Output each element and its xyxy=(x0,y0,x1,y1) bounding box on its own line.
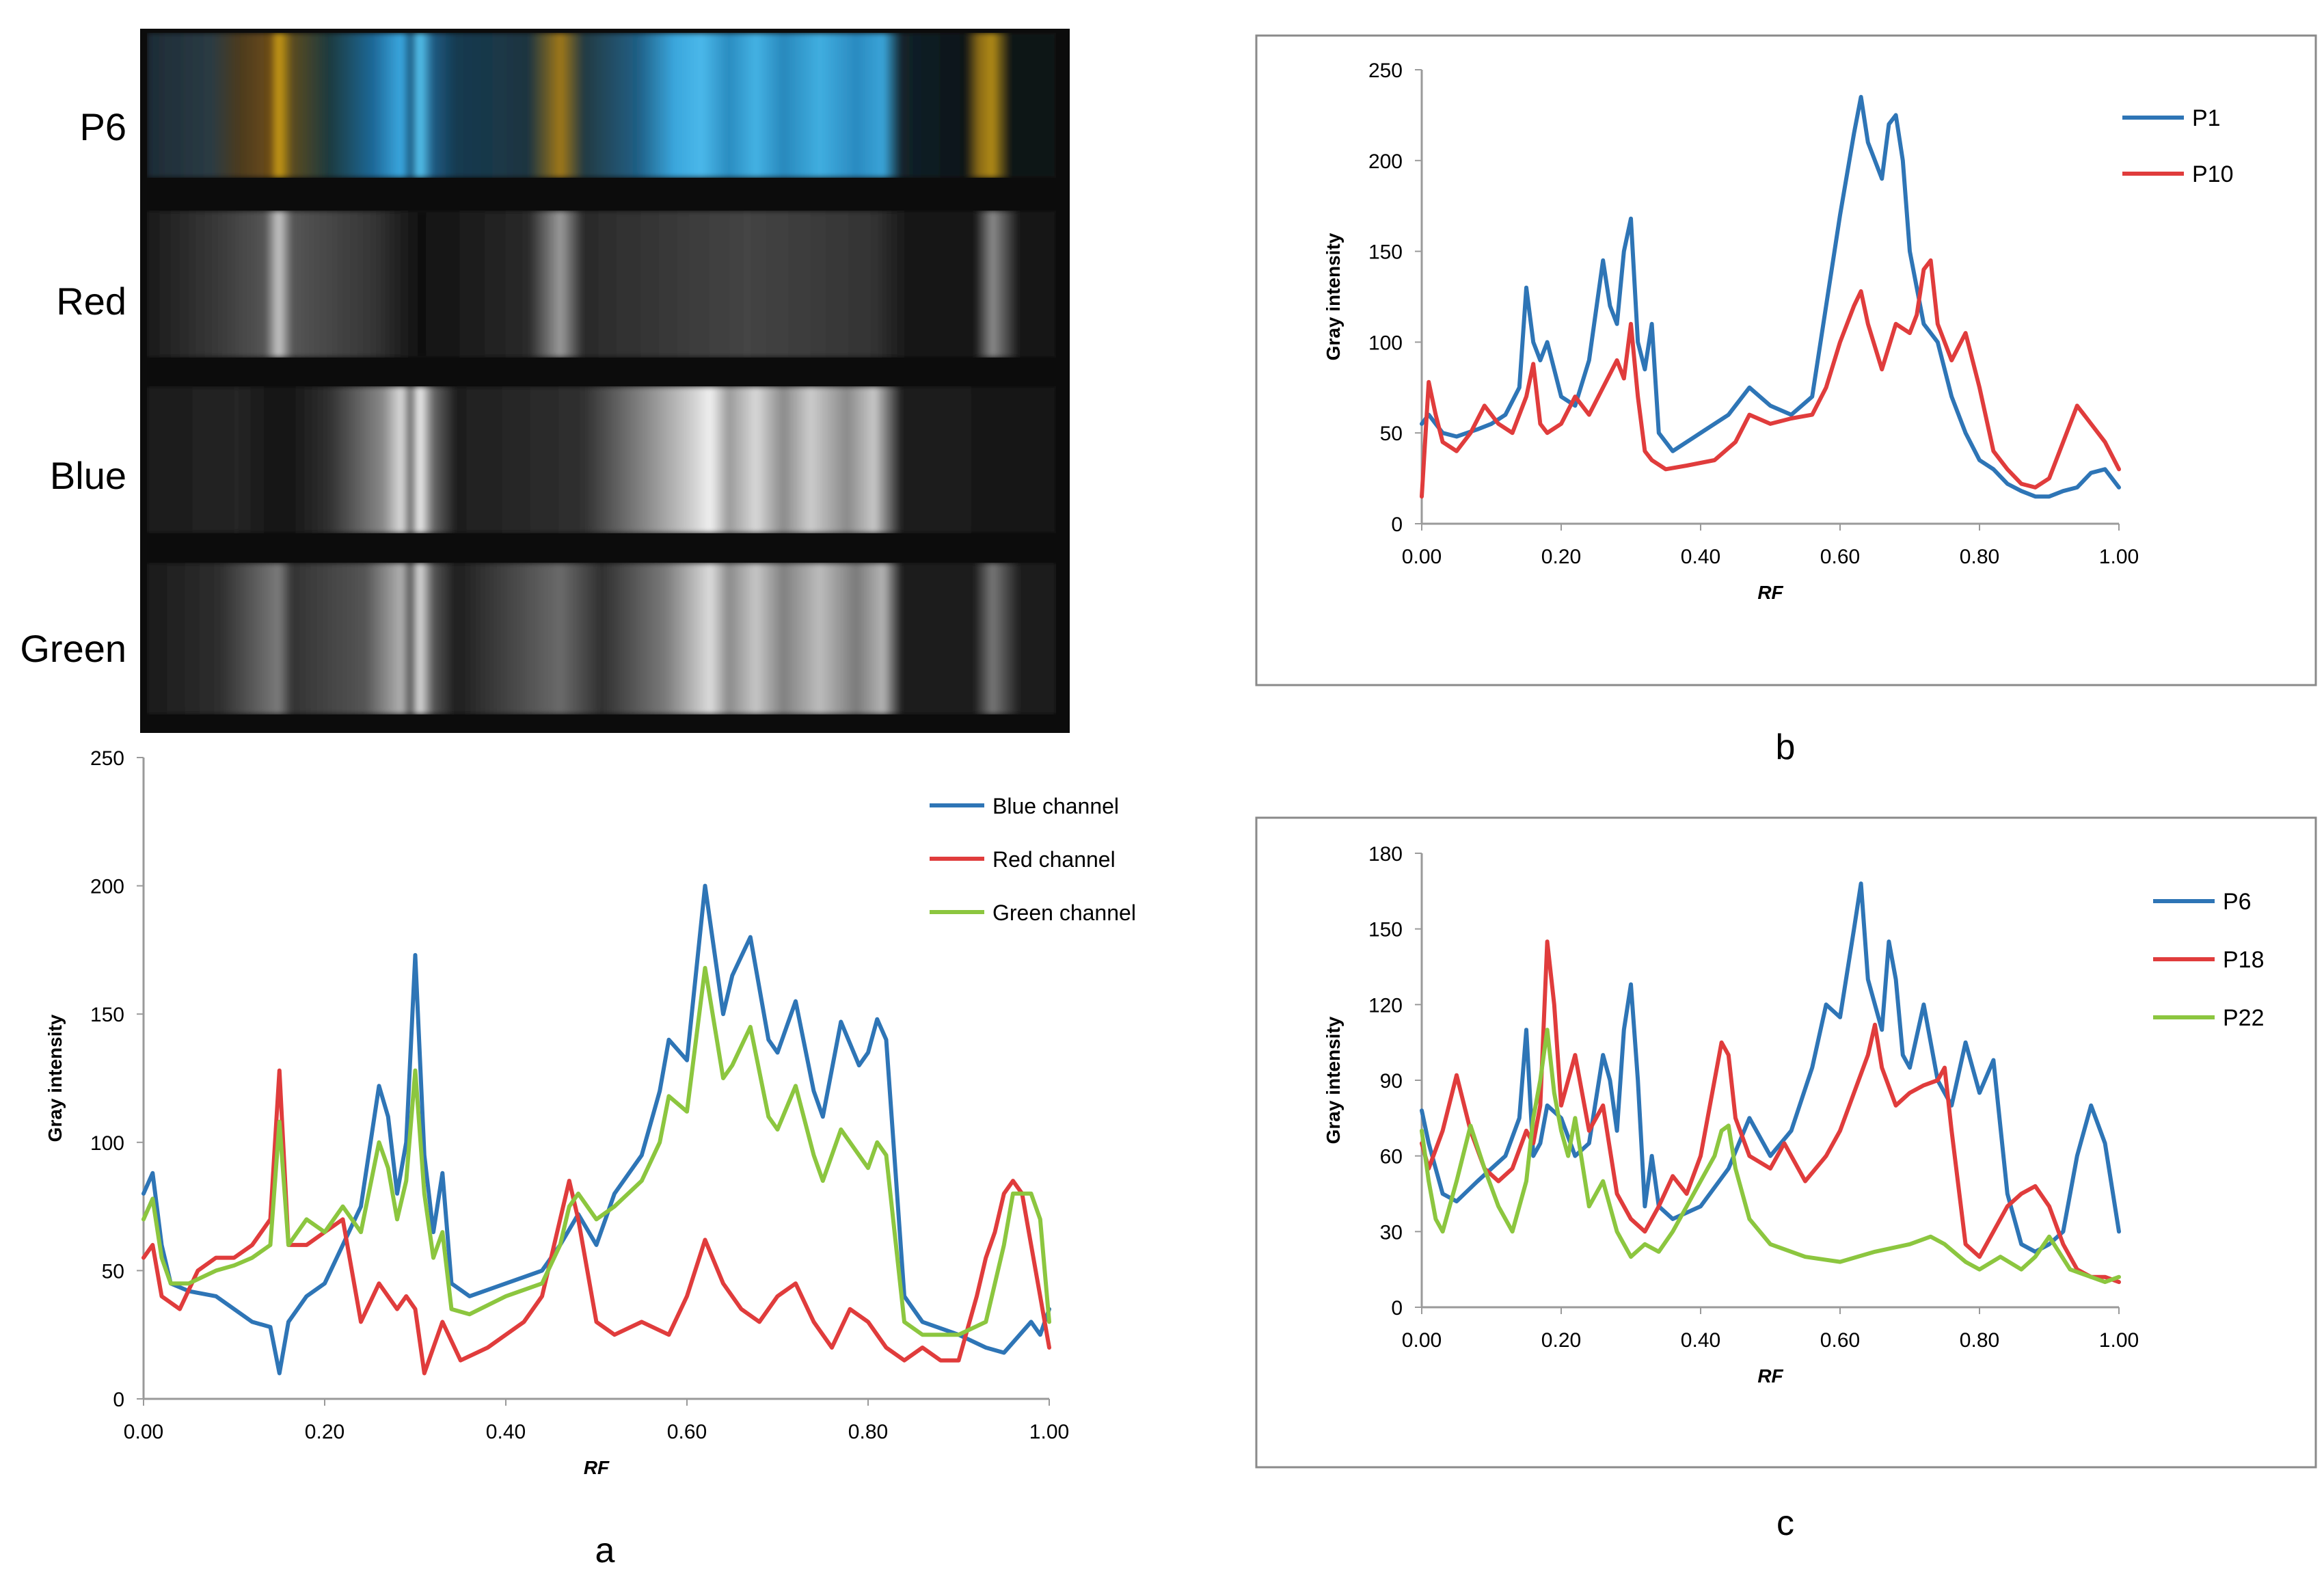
x-tick-label: 0.20 xyxy=(1541,546,1581,568)
x-tick-label: 0.20 xyxy=(305,1421,344,1443)
y-tick-label: 200 xyxy=(1368,150,1403,173)
x-axis-label: RF xyxy=(1757,1365,1783,1387)
y-tick-label: 250 xyxy=(90,747,124,770)
y-tick-label: 150 xyxy=(1368,241,1403,264)
x-tick-label: 0.20 xyxy=(1541,1329,1581,1352)
y-tick-label: 0 xyxy=(1391,1297,1403,1320)
strip-red xyxy=(147,211,1056,358)
y-tick-label: 50 xyxy=(1380,423,1403,445)
y-tick-label: 50 xyxy=(102,1260,124,1283)
y-tick-label: 0 xyxy=(1391,513,1403,536)
x-tick-label: 1.00 xyxy=(2099,1329,2139,1352)
tlc-plate-image xyxy=(140,29,1070,733)
strip-label-red: Red xyxy=(56,280,126,323)
chart-c: 0.00 0.20 0.40 0.60 0.80 1.00 0 30 60 90 120 150 180… xyxy=(1323,843,2265,1387)
strip-p6 xyxy=(147,33,1056,178)
x-tick-label: 0.80 xyxy=(1960,546,1999,568)
x-tick-label: 0.40 xyxy=(486,1421,526,1443)
y-axis-label: Gray intensity xyxy=(1323,1016,1344,1144)
strip-green xyxy=(147,563,1056,714)
x-tick-label: 0.00 xyxy=(124,1421,163,1443)
y-tick-label: 120 xyxy=(1368,994,1403,1017)
strip-label-green: Green xyxy=(20,627,126,670)
series-line-green-channel xyxy=(141,965,1051,1337)
strip-label-blue: Blue xyxy=(50,454,126,497)
x-axis-label: RF xyxy=(1757,582,1783,603)
legend-label: P22 xyxy=(2223,1005,2265,1031)
strip-label-p6: P6 xyxy=(80,105,127,148)
panel-letter-c: c xyxy=(1776,1503,1794,1543)
y-tick-label: 180 xyxy=(1368,843,1403,866)
series-line-p10 xyxy=(1420,258,2121,499)
x-tick-label: 0.60 xyxy=(1820,546,1860,568)
y-tick-label: 0 xyxy=(113,1389,124,1411)
legend-label: Green channel xyxy=(992,900,1136,925)
x-tick-label: 0.40 xyxy=(1681,546,1720,568)
strip-blue xyxy=(147,386,1056,533)
y-axis-label: Gray intensity xyxy=(44,1014,66,1142)
x-tick-label: 0.00 xyxy=(1402,1329,1442,1352)
y-axis-label: Gray intensity xyxy=(1323,232,1344,360)
x-tick-label: 1.00 xyxy=(2099,546,2139,568)
x-tick-label: 1.00 xyxy=(1029,1421,1069,1443)
legend-label: Blue channel xyxy=(992,794,1119,818)
legend-label: Red channel xyxy=(992,847,1116,872)
x-tick-label: 0.80 xyxy=(1960,1329,1999,1352)
series-line-p18 xyxy=(1420,939,2121,1285)
chart-b-frame xyxy=(1255,34,2317,686)
y-tick-label: 200 xyxy=(90,876,124,898)
series-line-p6 xyxy=(1420,881,2121,1254)
panel-letter-b: b xyxy=(1776,727,1796,767)
x-tick-label: 0.60 xyxy=(1820,1329,1860,1352)
y-tick-label: 100 xyxy=(1368,332,1403,354)
y-tick-label: 150 xyxy=(1368,919,1403,941)
x-tick-label: 0.80 xyxy=(848,1421,888,1443)
x-axis-label: RF xyxy=(584,1457,610,1478)
y-tick-label: 30 xyxy=(1380,1221,1403,1244)
series-line-p22 xyxy=(1420,1028,2121,1285)
chart-a: 0.00 0.20 0.40 0.60 0.80 1.00 0 50 100 150 200 250 R… xyxy=(44,747,1136,1478)
chart-c-frame xyxy=(1255,816,2317,1469)
chart-b: 0.00 0.20 0.40 0.60 0.80 1.00 0 50 100 150 200 250 R… xyxy=(1323,59,2234,603)
y-tick-label: 60 xyxy=(1380,1146,1403,1168)
x-tick-label: 0.40 xyxy=(1681,1329,1720,1352)
y-tick-label: 100 xyxy=(90,1132,124,1155)
series-line-p1 xyxy=(1420,94,2121,499)
legend-label: P1 xyxy=(2192,105,2221,131)
legend-label: P18 xyxy=(2223,947,2265,973)
legend-label: P10 xyxy=(2192,161,2234,187)
x-tick-label: 0.60 xyxy=(667,1421,707,1443)
series-line-blue-channel xyxy=(141,883,1051,1376)
y-tick-label: 90 xyxy=(1380,1070,1403,1093)
legend-label: P6 xyxy=(2223,889,2252,915)
panel-letter-a: a xyxy=(595,1531,615,1570)
x-tick-label: 0.00 xyxy=(1402,546,1442,568)
y-tick-label: 150 xyxy=(90,1004,124,1026)
y-tick-label: 250 xyxy=(1368,59,1403,82)
